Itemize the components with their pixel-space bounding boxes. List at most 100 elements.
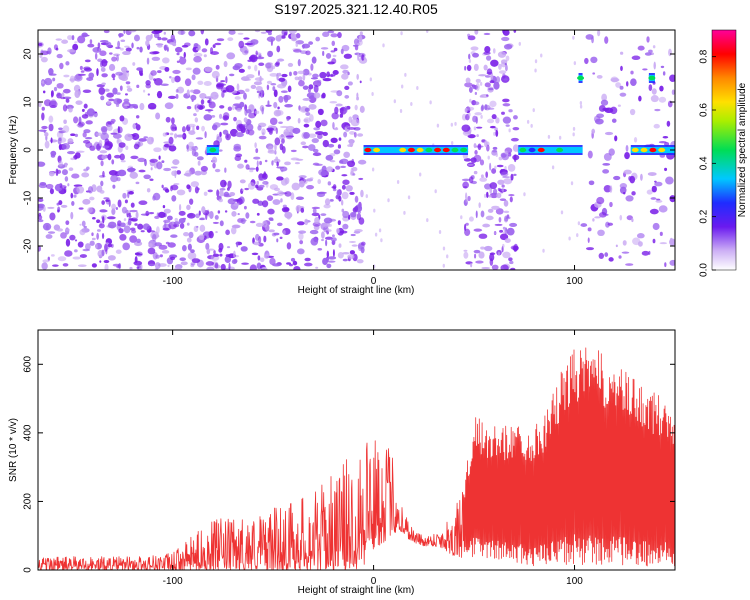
noise-blob: [129, 171, 139, 179]
noise-blob: [183, 51, 186, 59]
noise-blob: [203, 235, 207, 240]
noise-speck: [479, 81, 483, 86]
noise-blob: [171, 195, 177, 202]
noise-speck: [436, 123, 440, 128]
noise-blob: [624, 151, 630, 160]
noise-blob: [182, 244, 187, 252]
noise-blob: [104, 243, 108, 252]
noise-blob: [277, 190, 284, 197]
noise-blob: [468, 216, 474, 222]
noise-blob: [279, 125, 289, 129]
noise-blob: [281, 35, 286, 39]
noise-blob: [143, 174, 151, 180]
noise-blob: [254, 30, 261, 33]
noise-speck: [454, 121, 457, 126]
noise-blob: [354, 195, 359, 203]
noise-blob: [343, 106, 348, 113]
noise-blob: [163, 208, 171, 214]
noise-blob: [217, 210, 221, 214]
noise-blob: [244, 50, 249, 54]
noise-blob: [120, 222, 126, 228]
noise-blob: [503, 200, 509, 207]
noise-blob: [74, 41, 78, 44]
noise-blob: [76, 150, 85, 153]
noise-blob: [322, 257, 328, 266]
noise-blob: [73, 74, 83, 82]
noise-blob: [597, 229, 605, 237]
noise-blob: [253, 241, 261, 246]
noise-blob: [284, 161, 291, 166]
noise-blob: [320, 213, 327, 217]
noise-blob: [340, 199, 344, 206]
noise-blob: [68, 167, 74, 171]
noise-blob: [124, 133, 133, 141]
noise-blob: [479, 159, 485, 166]
noise-blob: [464, 108, 468, 113]
signal-peak: [390, 147, 398, 153]
noise-blob: [237, 213, 240, 216]
noise-blob: [187, 243, 192, 251]
noise-blob: [122, 70, 127, 79]
noise-blob: [598, 212, 607, 218]
noise-blob: [306, 184, 315, 190]
noise-blob: [260, 31, 267, 34]
noise-blob: [99, 209, 107, 213]
noise-blob: [276, 161, 279, 167]
noise-blob: [339, 230, 348, 234]
noise-blob: [298, 232, 304, 241]
noise-blob: [171, 117, 175, 125]
noise-blob: [502, 251, 511, 259]
noise-blob: [281, 73, 288, 78]
noise-blob: [149, 51, 159, 55]
noise-blob: [104, 138, 110, 145]
noise-blob: [654, 180, 657, 183]
noise-blob: [334, 106, 339, 115]
noise-blob: [154, 242, 163, 247]
noise-blob: [189, 198, 194, 205]
noise-blob: [96, 229, 101, 232]
noise-blob: [336, 90, 343, 97]
noise-speck: [468, 112, 471, 117]
noise-blob: [211, 156, 218, 164]
noise-blob: [256, 180, 259, 186]
noise-blob: [340, 48, 344, 55]
noise-blob: [631, 55, 641, 60]
noise-blob: [134, 252, 140, 255]
noise-blob: [180, 30, 184, 35]
noise-blob: [112, 87, 118, 95]
noise-blob: [133, 260, 143, 266]
noise-blob: [485, 55, 492, 61]
noise-blob: [275, 156, 279, 162]
noise-blob: [510, 267, 516, 270]
noise-speck: [523, 192, 526, 197]
noise-blob: [44, 140, 50, 149]
noise-blob: [321, 231, 325, 239]
noise-blob: [235, 132, 245, 138]
noise-blob: [170, 166, 178, 169]
noise-blob: [220, 122, 229, 126]
noise-blob: [82, 198, 91, 205]
noise-blob: [310, 63, 314, 71]
noise-blob: [630, 78, 637, 87]
noise-speck: [530, 123, 533, 128]
noise-blob: [329, 218, 337, 222]
noise-blob: [609, 201, 613, 208]
noise-blob: [196, 104, 206, 110]
signal-peak: [519, 147, 527, 153]
noise-blob: [204, 66, 213, 72]
noise-blob: [297, 76, 303, 81]
noise-blob: [106, 216, 116, 220]
noise-blob: [615, 244, 618, 248]
noise-blob: [41, 112, 45, 121]
noise-blob: [127, 218, 132, 226]
noise-blob: [351, 244, 358, 247]
noise-blob: [485, 171, 489, 178]
noise-blob: [647, 172, 657, 176]
noise-blob: [212, 253, 220, 257]
noise-speck: [568, 236, 571, 241]
noise-blob: [99, 189, 105, 194]
noise-blob: [61, 169, 68, 176]
noise-blob: [621, 251, 630, 254]
noise-blob: [496, 164, 504, 168]
